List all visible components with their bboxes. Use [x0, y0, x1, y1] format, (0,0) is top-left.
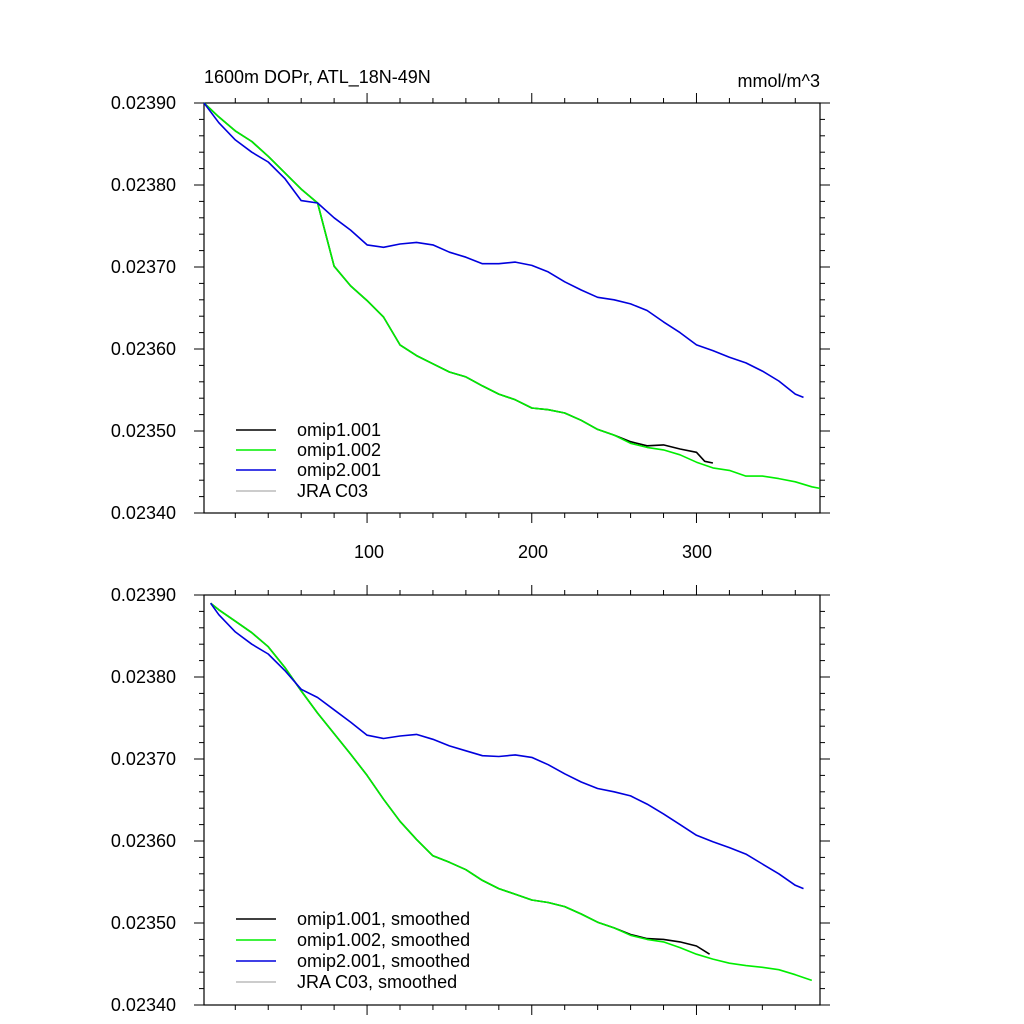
top-x-tick-label: 300 [682, 542, 712, 562]
legend-label-omip1-001-smoothed: omip1.001, smoothed [297, 909, 470, 929]
bottom-y-tick-label: 0.02340 [111, 995, 176, 1015]
plot-area-top [194, 93, 830, 523]
top-chart-title: 1600m DOPr, ATL_18N-49N [204, 67, 431, 88]
bottom-legend: omip1.001, smoothed omip1.002, smoothed … [236, 909, 470, 992]
top-legend: omip1.001 omip1.002 omip2.001 JRA C03 [236, 420, 381, 501]
bottom-panel: 0.02390 0.02380 0.02370 0.02360 0.02350 … [111, 585, 470, 1015]
top-y-tick-label: 0.02390 [111, 93, 176, 113]
series-line-omip1-001-smoothed [210, 602, 711, 955]
legend-label-omip1-001: omip1.001 [297, 420, 381, 440]
top-x-tick-label: 100 [354, 542, 384, 562]
legend-label-omip2-001: omip2.001 [297, 460, 381, 480]
top-y-tick-label: 0.02340 [111, 503, 176, 523]
top-y-tick-labels: 0.02390 0.02380 0.02370 0.02360 0.02350 … [111, 93, 176, 523]
legend-label-omip2-001-smoothed: omip2.001, smoothed [297, 951, 470, 971]
bottom-y-tick-label: 0.02370 [111, 749, 176, 769]
bottom-y-tick-label: 0.02380 [111, 667, 176, 687]
top-y-tick-label: 0.02350 [111, 421, 176, 441]
plot-frame [203, 102, 821, 514]
bottom-y-tick-label: 0.02360 [111, 831, 176, 851]
top-y-tick-label: 0.02380 [111, 175, 176, 195]
bottom-y-tick-label: 0.02390 [111, 585, 176, 605]
plot-area-bottom [194, 585, 830, 1015]
top-x-tick-label: 200 [518, 542, 548, 562]
top-x-tick-labels: 100 200 300 [354, 542, 712, 562]
legend-label-omip1-002-smoothed: omip1.002, smoothed [297, 930, 470, 950]
series-line-omip2-001 [203, 102, 804, 399]
legend-label-omip1-002: omip1.002 [297, 440, 381, 460]
series-line-omip2-001-smoothed [209, 602, 804, 890]
plot-frame [203, 594, 821, 1006]
legend-label-jra-c03: JRA C03 [297, 481, 368, 501]
series-line-omip1-002 [203, 102, 821, 490]
top-y-tick-label: 0.02370 [111, 257, 176, 277]
top-panel: 1600m DOPr, ATL_18N-49N mmol/m^3 0.02390… [111, 67, 820, 562]
series-line-omip1-002-smoothed [210, 602, 813, 982]
series-line-omip1-001 [203, 102, 714, 464]
top-y-tick-label: 0.02360 [111, 339, 176, 359]
bottom-y-tick-labels: 0.02390 0.02380 0.02370 0.02360 0.02350 … [111, 585, 176, 1015]
top-chart-units: mmol/m^3 [738, 71, 820, 91]
bottom-y-tick-label: 0.02350 [111, 913, 176, 933]
legend-label-jra-c03-smoothed: JRA C03, smoothed [297, 972, 457, 992]
